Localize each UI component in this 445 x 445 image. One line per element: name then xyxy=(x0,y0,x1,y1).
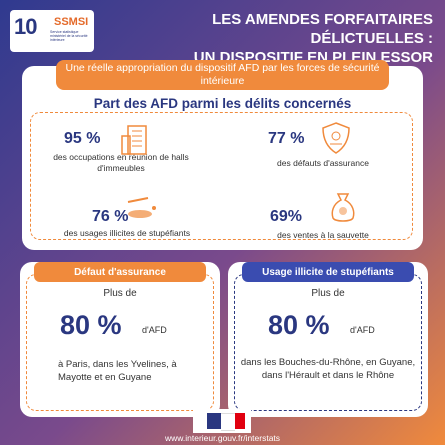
money-bag-icon xyxy=(331,193,355,222)
card-plus: Plus de xyxy=(311,288,345,299)
card-defaut-assurance: Défaut d'assurance Plus de 80 % d'AFD à … xyxy=(20,262,220,417)
card-unit: d'AFD xyxy=(350,325,375,335)
stat-assurance: 77 % des défauts d'assurance xyxy=(248,130,398,169)
stat-assurance-pct: 77 % xyxy=(268,130,305,147)
card-unit: d'AFD xyxy=(142,325,167,335)
stat-assurance-desc: des défauts d'assurance xyxy=(277,158,369,168)
flag-red xyxy=(235,413,245,429)
ssmsi-logo: 10 SSMSI Service statistique ministériel… xyxy=(10,10,94,52)
card-title: Défaut d'assurance xyxy=(34,262,206,282)
main-banner: Une réelle appropriation du dispositif A… xyxy=(56,60,389,90)
shield-icon xyxy=(322,122,350,154)
logo-name: SSMSI xyxy=(54,16,89,28)
flag-white xyxy=(221,413,235,431)
main-subtitle: Part des AFD parmi les délits concernés xyxy=(93,96,352,111)
building-icon xyxy=(121,125,147,155)
card-stupefiants: Usage illicite de stupéfiants Plus de 80… xyxy=(228,262,428,417)
stat-sauvette: 69% des ventes à la sauvette xyxy=(248,208,398,241)
main-card: Une réelle appropriation du dispositif A… xyxy=(22,60,423,250)
stat-sauvette-desc: des ventes à la sauvette xyxy=(277,230,369,240)
stat-stupefiants-desc: des usages illicites de stupéfiants xyxy=(63,228,191,238)
stat-halls-desc: des occupations en réunion de halls d'im… xyxy=(53,152,189,173)
card-plus: Plus de xyxy=(103,288,137,299)
stat-halls-pct: 95 % xyxy=(64,130,101,147)
stat-stupefiants-pct: 76 % xyxy=(92,208,129,225)
card-places: dans les Bouches-du-Rhône, en Guyane, da… xyxy=(240,357,416,381)
stat-halls: 95 % des occupations en réunion de halls… xyxy=(36,130,206,174)
stat-stupefiants: 76 % des usages illicites de stupéfiants xyxy=(42,208,212,239)
title-line-1: LES AMENDES FORFAITAIRES DÉLICTUELLES : xyxy=(212,11,433,47)
page-title: LES AMENDES FORFAITAIRES DÉLICTUELLES : … xyxy=(103,10,433,67)
card-value: 80 % xyxy=(268,310,330,340)
stat-sauvette-pct: 69% xyxy=(270,208,303,225)
header: 10 SSMSI Service statistique ministériel… xyxy=(0,0,445,66)
footer-url[interactable]: www.interieur.gouv.fr/interstats xyxy=(164,433,281,443)
card-value: 80 % xyxy=(60,310,122,340)
stats-frame xyxy=(30,112,413,240)
drugs-icon xyxy=(127,197,156,218)
republique-francaise-logo xyxy=(193,409,251,433)
card-places: à Paris, dans les Yvelines, à Mayotte et… xyxy=(58,359,177,383)
logo-subtitle: Service statistique ministériel de la sé… xyxy=(50,30,88,42)
flag-blue xyxy=(207,413,221,429)
card-title: Usage illicite de stupéfiants xyxy=(242,262,414,282)
logo-mark: 10 xyxy=(14,14,38,39)
